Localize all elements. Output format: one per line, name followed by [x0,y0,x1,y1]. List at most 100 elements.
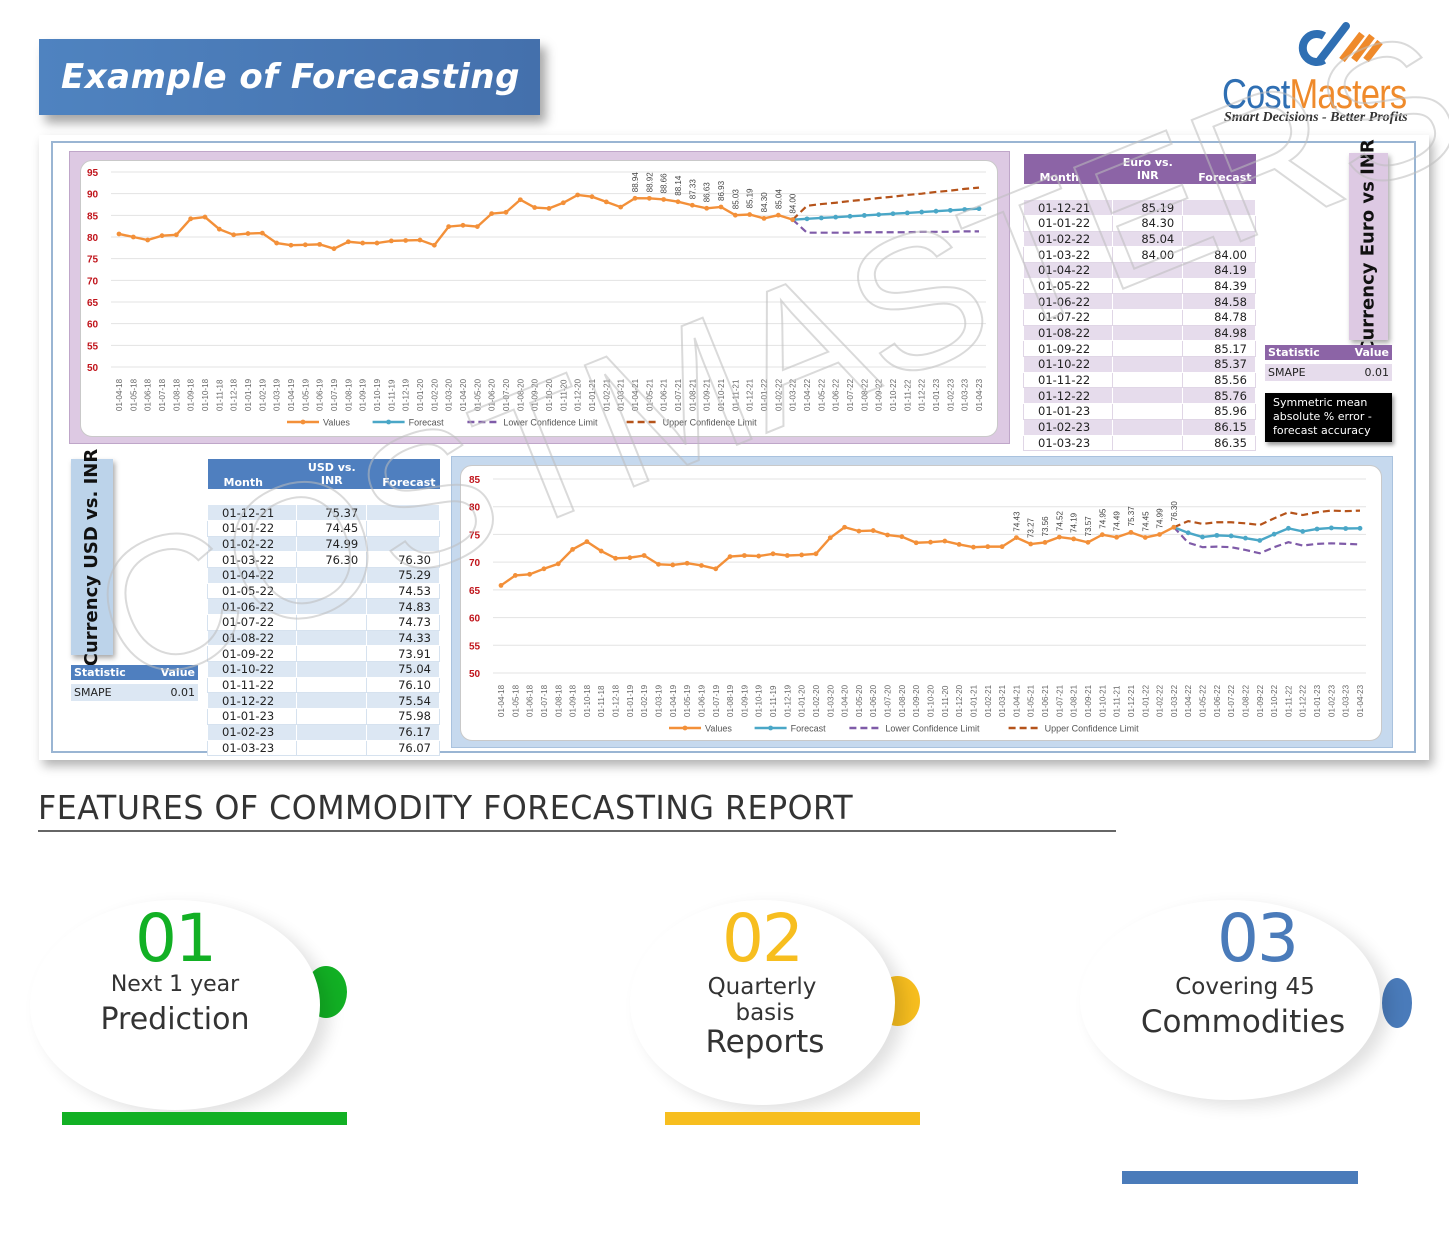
svg-text:74.52: 74.52 [1055,511,1064,532]
svg-text:01-06-18: 01-06-18 [144,378,153,411]
svg-text:01-05-20: 01-05-20 [473,378,482,411]
forecast-cell: 76.07 [366,739,440,757]
costmasters-logo: CostMasters Smart Decisions - Better Pro… [1216,14,1436,130]
month-cell: 01-05-22 [1022,277,1114,295]
svg-text:01-01-23: 01-01-23 [1313,684,1322,717]
svg-text:01-01-19: 01-01-19 [244,378,253,411]
svg-text:01-09-20: 01-09-20 [912,684,921,717]
svg-text:01-09-21: 01-09-21 [1084,684,1093,717]
forecast-cell: 84.00 [1182,246,1256,263]
euro-forecast-table: Month Euro vs. INR Forecast 01-12-21 85.1… [1022,154,1256,452]
euro-inr-line-chart: 50 55 60 65 70 75 80 85 90 95 01-04-18 01-05-18 01-0… [87,168,986,428]
month-cell: 01-07-22 [1022,309,1114,326]
svg-text:88.94: 88.94 [631,172,640,193]
value-cell [1112,277,1184,295]
svg-text:01-08-20: 01-08-20 [898,684,907,717]
value-cell: 85.19 [1112,199,1184,216]
svg-text:01-01-22: 01-01-22 [1141,684,1150,717]
svg-text:95: 95 [87,168,99,179]
value-header: Value [1354,346,1389,359]
value-cell [1112,403,1184,420]
table-row: 01-07-22 74.73 [206,614,440,631]
month-cell: 01-09-22 [206,645,298,663]
col-forecast: Forecast [1182,154,1256,184]
value-cell [296,645,368,663]
feature-accent-dot [1382,978,1412,1028]
svg-text:87.33: 87.33 [688,179,697,200]
svg-text:01-10-21: 01-10-21 [717,378,726,411]
svg-text:90: 90 [87,190,99,201]
svg-text:01-09-18: 01-09-18 [187,378,196,411]
svg-text:01-08-21: 01-08-21 [1070,684,1079,717]
value-cell: 76.30 [296,551,368,568]
svg-text:01-04-18: 01-04-18 [497,684,506,717]
month-cell: 01-02-23 [1022,418,1114,436]
value-cell [296,614,368,631]
svg-text:Values: Values [705,724,732,734]
feature-item-3: 03 Covering 45 Commodities [1080,890,1430,1190]
svg-text:01-07-22: 01-07-22 [1227,684,1236,717]
svg-text:01-07-22: 01-07-22 [846,378,855,411]
svg-text:84.00: 84.00 [789,193,798,214]
table-row: 01-01-23 85.96 [1022,403,1256,420]
svg-text:01-07-20: 01-07-20 [884,684,893,717]
forecast-cell [1182,230,1256,248]
svg-text:01-08-22: 01-08-22 [860,378,869,411]
svg-text:73.27: 73.27 [1027,517,1036,538]
value-cell [296,723,368,741]
month-cell: 01-08-22 [1022,324,1114,342]
table-row: 01-05-22 84.39 [1022,277,1256,295]
svg-text:86.63: 86.63 [703,182,712,203]
svg-text:85.04: 85.04 [774,189,783,210]
value-cell [1112,309,1184,326]
svg-text:74.19: 74.19 [1070,512,1079,533]
svg-text:Upper Confidence Limit: Upper Confidence Limit [1045,724,1140,734]
svg-text:85: 85 [469,475,481,486]
svg-text:01-11-20: 01-11-20 [941,685,950,717]
svg-text:01-10-19: 01-10-19 [755,684,764,717]
svg-text:01-10-19: 01-10-19 [373,378,382,411]
svg-text:74.99: 74.99 [1156,508,1165,529]
svg-text:88.92: 88.92 [645,172,654,193]
value-cell [1112,293,1184,310]
forecast-cell [1182,214,1256,232]
panel-border [51,141,1416,753]
svg-text:01-07-19: 01-07-19 [330,378,339,411]
month-cell: 01-03-23 [206,739,298,757]
svg-text:01-04-20: 01-04-20 [841,684,850,717]
month-cell: 01-06-22 [1022,293,1114,310]
forecast-cell: 84.78 [1182,309,1256,326]
value-cell [1112,324,1184,342]
feature-number: 01 [135,900,217,977]
svg-text:74.45: 74.45 [1141,511,1150,532]
col-forecast: Forecast [366,459,440,489]
smape-value: 0.01 [170,686,196,699]
svg-text:01-03-20: 01-03-20 [826,684,835,717]
svg-text:01-12-19: 01-12-19 [783,684,792,717]
table-row: 01-01-22 84.30 [1022,214,1256,232]
svg-text:01-12-21: 01-12-21 [746,378,755,411]
table-row: 01-02-23 76.17 [206,723,440,741]
svg-text:01-04-22: 01-04-22 [1184,684,1193,717]
table-row: 01-03-22 76.30 76.30 [206,551,440,568]
forecast-cell [366,535,440,553]
svg-text:01-09-20: 01-09-20 [531,378,540,411]
table-row: 01-10-22 75.04 [206,661,440,678]
svg-text:01-11-22: 01-11-22 [903,379,912,411]
svg-text:01-03-21: 01-03-21 [617,378,626,411]
month-cell: 01-12-22 [206,692,298,710]
table-row: 01-12-22 75.54 [206,692,440,710]
svg-text:01-07-18: 01-07-18 [540,684,549,717]
month-cell: 01-12-21 [206,504,298,521]
value-cell [296,582,368,600]
month-cell: 01-06-22 [206,598,298,615]
month-cell: 01-04-22 [1022,261,1114,279]
month-cell: 01-08-22 [206,629,298,647]
value-cell [1112,418,1184,436]
table-row: 01-09-22 85.17 [1022,340,1256,358]
table-row: 01-04-22 75.29 [206,566,440,584]
month-cell: 01-11-22 [1022,371,1114,389]
svg-text:01-01-23: 01-01-23 [932,378,941,411]
month-cell: 01-10-22 [206,661,298,678]
svg-text:01-01-21: 01-01-21 [969,684,978,717]
